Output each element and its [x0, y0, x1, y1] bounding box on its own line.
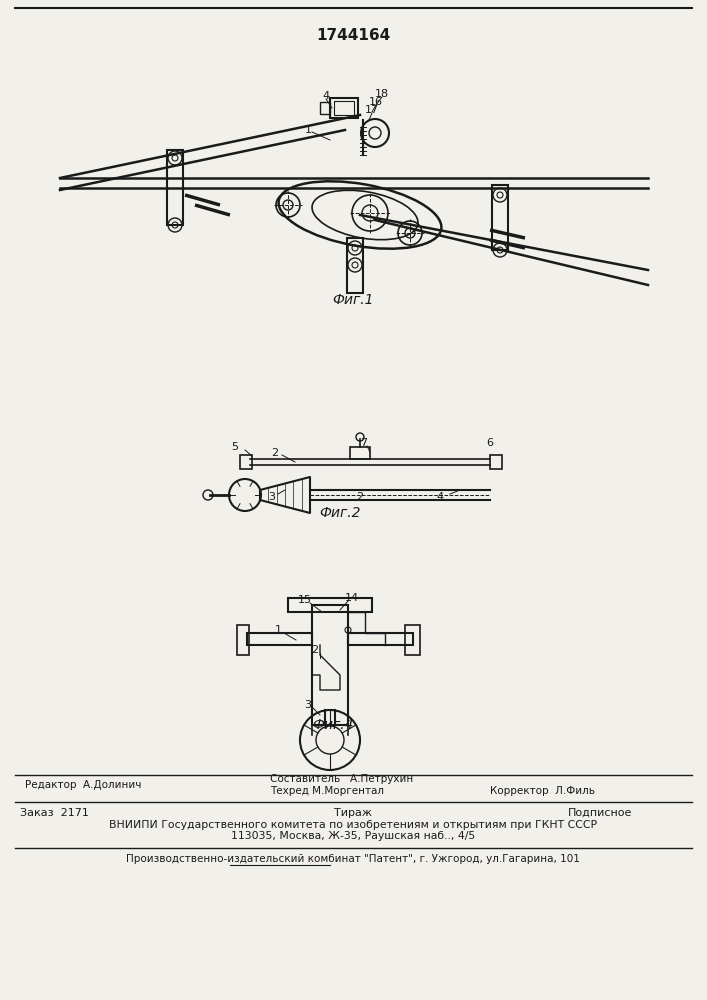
Text: 2: 2 — [312, 645, 319, 655]
Text: 16: 16 — [369, 97, 383, 107]
Bar — [347, 238, 363, 293]
Text: Фиг.4: Фиг.4 — [312, 718, 354, 732]
Text: 1: 1 — [305, 125, 312, 135]
Text: Редактор  А.Долинич: Редактор А.Долинич — [25, 780, 141, 790]
Bar — [312, 605, 348, 725]
Text: 15: 15 — [298, 595, 312, 605]
Text: Корректор  Л.Филь: Корректор Л.Филь — [490, 786, 595, 796]
Bar — [288, 598, 372, 612]
Bar — [237, 625, 249, 655]
Bar — [405, 625, 420, 655]
Text: Производственно-издательский комбинат "Патент", г. Ужгород, ул.Гагарина, 101: Производственно-издательский комбинат "П… — [126, 854, 580, 864]
Text: 4: 4 — [322, 91, 329, 101]
Bar — [348, 633, 413, 645]
Bar — [320, 102, 330, 114]
Text: Техред М.Моргентал: Техред М.Моргентал — [270, 786, 384, 796]
Bar — [240, 455, 252, 469]
Text: ВНИИПИ Государственного комитета по изобретениям и открытиям при ГКНТ СССР: ВНИИПИ Государственного комитета по изоб… — [109, 820, 597, 830]
Bar — [490, 455, 502, 469]
Bar — [167, 150, 183, 225]
Text: 4: 4 — [436, 492, 443, 502]
Text: 18: 18 — [375, 89, 389, 99]
Text: Фиг.2: Фиг.2 — [320, 506, 361, 520]
Bar — [492, 185, 508, 250]
Text: 17: 17 — [365, 105, 379, 115]
Text: 3: 3 — [305, 700, 312, 710]
Text: 7: 7 — [361, 438, 368, 448]
Text: 3: 3 — [269, 492, 276, 502]
Bar — [350, 447, 370, 459]
Text: 6: 6 — [486, 438, 493, 448]
Bar — [334, 101, 354, 115]
Text: 113035, Москва, Ж-35, Раушская наб.., 4/5: 113035, Москва, Ж-35, Раушская наб.., 4/… — [231, 831, 475, 841]
Text: Заказ  2171: Заказ 2171 — [20, 808, 89, 818]
Bar — [247, 633, 312, 645]
Text: 1: 1 — [274, 625, 281, 635]
Text: Подписное: Подписное — [568, 808, 632, 818]
Text: Составитель   А.Петрухин: Составитель А.Петрухин — [270, 774, 414, 784]
Text: Тираж: Тираж — [334, 808, 372, 818]
Bar — [330, 98, 358, 118]
Text: Фиг.1: Фиг.1 — [332, 293, 374, 307]
Text: 14: 14 — [345, 593, 359, 603]
Text: 5: 5 — [231, 442, 238, 452]
Text: 2: 2 — [271, 448, 279, 458]
Text: 1744164: 1744164 — [316, 27, 390, 42]
Text: 2: 2 — [356, 492, 363, 502]
